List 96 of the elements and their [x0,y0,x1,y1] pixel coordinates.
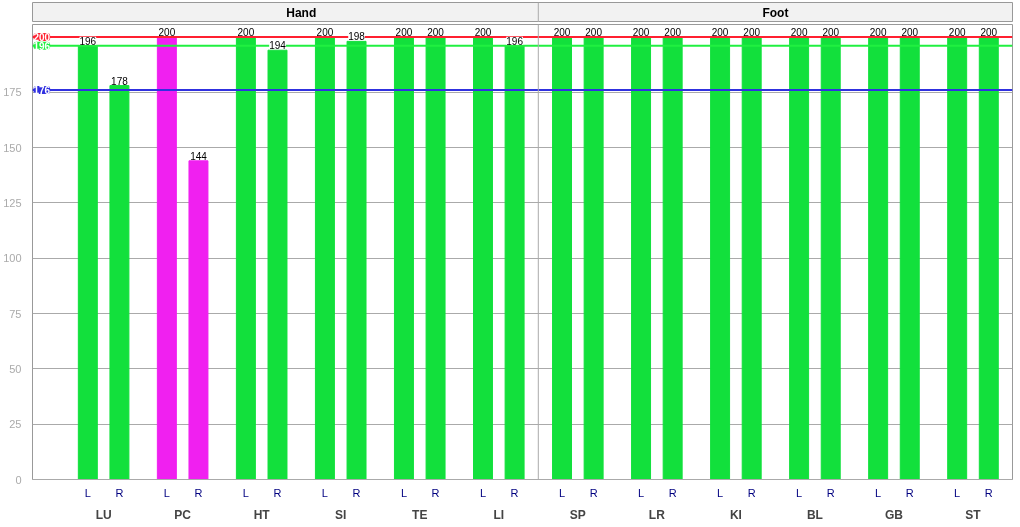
data-label: 200 [948,26,966,38]
text: R [431,486,440,499]
text: R [905,486,914,499]
text: L [637,486,645,499]
data-label: 200 [316,26,334,38]
x-tick-label: BL [806,507,823,522]
data-label: 196 [506,35,524,47]
series-label: L [84,486,91,499]
x-tick-label: PC [174,507,192,522]
text: R [194,486,203,499]
bar [109,85,130,480]
y-tick-label: 50 [9,362,22,375]
bar [631,36,652,480]
bar [425,36,446,480]
ref-line-label: 176 [33,85,51,97]
data-label: 194 [269,40,287,52]
text: R [747,486,756,499]
text: Hand [286,5,317,20]
x-tick-label: GB [884,507,904,522]
data-label: 178 [111,75,129,87]
y-tick-label: 75 [9,307,22,320]
data-label: 200 [711,26,729,38]
bar [77,45,98,480]
x-tick-label: KI [729,507,742,522]
x-tick-label: SI [335,507,347,522]
bar [235,36,256,480]
bar [188,160,209,480]
bar [710,36,731,480]
bar [868,36,889,480]
data-label: 200 [427,26,445,38]
y-tick-label: 25 [9,418,22,431]
ref-line-label: 196 [33,40,51,52]
bar [789,36,810,480]
bar [504,45,525,480]
bar [156,36,177,480]
text: Foot [762,5,789,20]
series-label: R [115,486,124,499]
x-tick-label: SP [569,507,586,522]
data-label: 200 [632,26,650,38]
y-tick-label: 125 [3,196,22,209]
text: L [558,486,566,499]
bar [662,36,683,480]
text: L [400,486,408,499]
y-tick-label: 0 [15,473,22,486]
text: R [589,486,598,499]
text: R [826,486,835,499]
text: R [510,486,519,499]
data-label: 200 [743,26,761,38]
data-label: 200 [395,26,413,38]
x-tick-label: ST [965,507,982,522]
data-label: 144 [190,150,208,162]
text: L [479,486,487,499]
bar [899,36,920,480]
bar [314,36,335,480]
text: R [352,486,361,499]
y-tick-label: 175 [3,86,22,99]
x-tick-label: LR [648,507,666,522]
text: L [717,486,724,499]
bar [978,36,999,480]
data-label: 198 [348,31,366,43]
data-label: 200 [237,26,255,38]
text: R [984,486,993,499]
data-label: 196 [79,35,97,47]
data-label: 200 [585,26,603,38]
x-tick-label: TE [412,507,428,522]
x-tick-label: LI [493,507,505,522]
text: L [321,486,328,499]
bar [393,36,414,480]
data-label: 200 [158,26,176,38]
data-label: 200 [980,26,998,38]
data-label: 200 [553,26,571,38]
data-label: 200 [901,26,919,38]
bar [820,36,841,480]
y-tick-label: 100 [3,252,22,265]
text: R [668,486,677,499]
text: L [242,486,249,499]
y-tick-label: 150 [3,141,22,154]
ref-line-label: 200 [33,31,51,43]
x-tick-label: HT [253,507,271,522]
data-label: 200 [474,26,492,38]
text: L [954,486,961,499]
data-label: 200 [822,26,840,38]
bar [552,36,572,480]
bar [741,36,762,480]
bar [947,36,968,480]
bar [267,49,288,480]
bar [583,36,604,480]
text: L [875,486,882,499]
data-label: 200 [664,26,682,38]
data-label: 200 [869,26,887,38]
data-label: 200 [790,26,808,38]
text: L [796,486,803,499]
text: R [273,486,282,499]
bar [473,36,493,480]
text: L [163,486,170,499]
x-tick-label: LU [95,507,112,522]
